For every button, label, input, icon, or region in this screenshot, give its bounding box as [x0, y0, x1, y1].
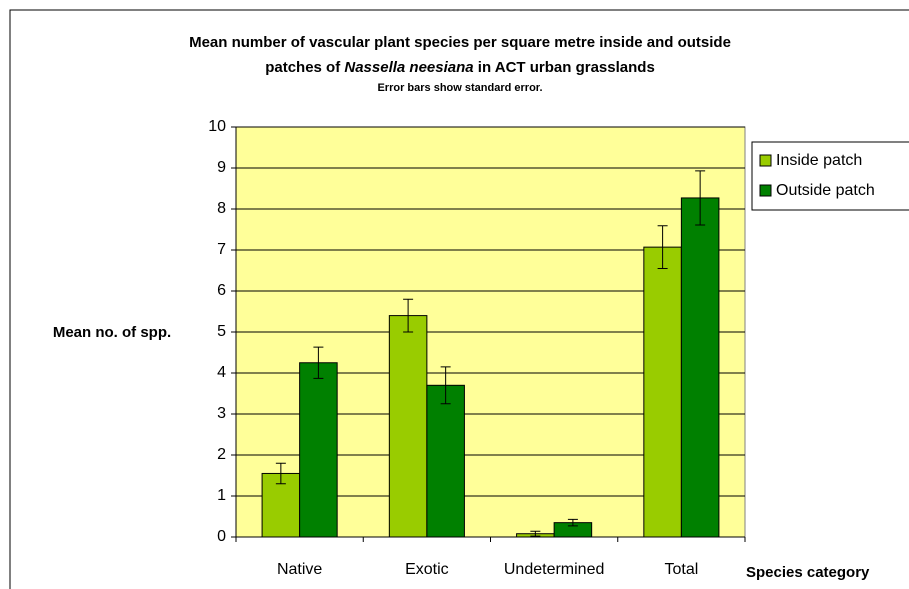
error-bar	[313, 346, 324, 379]
x-tick-label: Undetermined	[504, 561, 605, 578]
y-tick-label: 10	[208, 118, 226, 135]
error-bar	[440, 366, 451, 405]
legend-swatch	[759, 154, 772, 167]
y-tick-label: 3	[217, 405, 226, 422]
bar	[299, 362, 338, 538]
chart-subtitle: Error bars show standard error.	[377, 82, 542, 94]
bar	[680, 197, 720, 538]
x-tick-label: Native	[277, 561, 322, 578]
x-axis-label: Species category	[746, 564, 870, 581]
y-tick-label: 0	[217, 528, 226, 545]
error-bar	[657, 225, 668, 269]
y-tick-label: 6	[217, 282, 226, 299]
x-tick-label: Total	[664, 561, 698, 578]
bar	[388, 315, 428, 538]
chart-frame	[9, 9, 909, 589]
chart-title: Mean number of vascular plant species pe…	[189, 34, 731, 51]
chart-title: patches of Nassella neesiana in ACT urba…	[265, 59, 655, 76]
legend-label: Inside patch	[776, 152, 862, 169]
error-bar	[275, 462, 286, 485]
error-bar	[403, 298, 414, 333]
title-part: in ACT urban grasslands	[474, 59, 655, 76]
y-tick-label: 2	[217, 446, 226, 463]
error-bar	[567, 518, 578, 527]
y-tick-label: 4	[217, 364, 226, 381]
y-tick-label: 7	[217, 241, 226, 258]
bar	[426, 384, 465, 538]
error-bar	[695, 170, 706, 226]
y-tick-label: 1	[217, 487, 226, 504]
legend-swatch	[759, 184, 772, 197]
legend-label: Outside patch	[776, 182, 875, 199]
title-part: Nassella neesiana	[344, 59, 473, 76]
y-tick-label: 8	[217, 200, 226, 217]
y-tick-label: 5	[217, 323, 226, 340]
x-tick-label: Exotic	[405, 561, 449, 578]
error-bar	[530, 530, 541, 537]
bar	[643, 246, 682, 538]
y-axis-label: Mean no. of spp.	[53, 324, 171, 341]
y-tick-label: 9	[217, 159, 226, 176]
legend-box	[751, 141, 909, 211]
title-part: patches of	[265, 59, 344, 76]
